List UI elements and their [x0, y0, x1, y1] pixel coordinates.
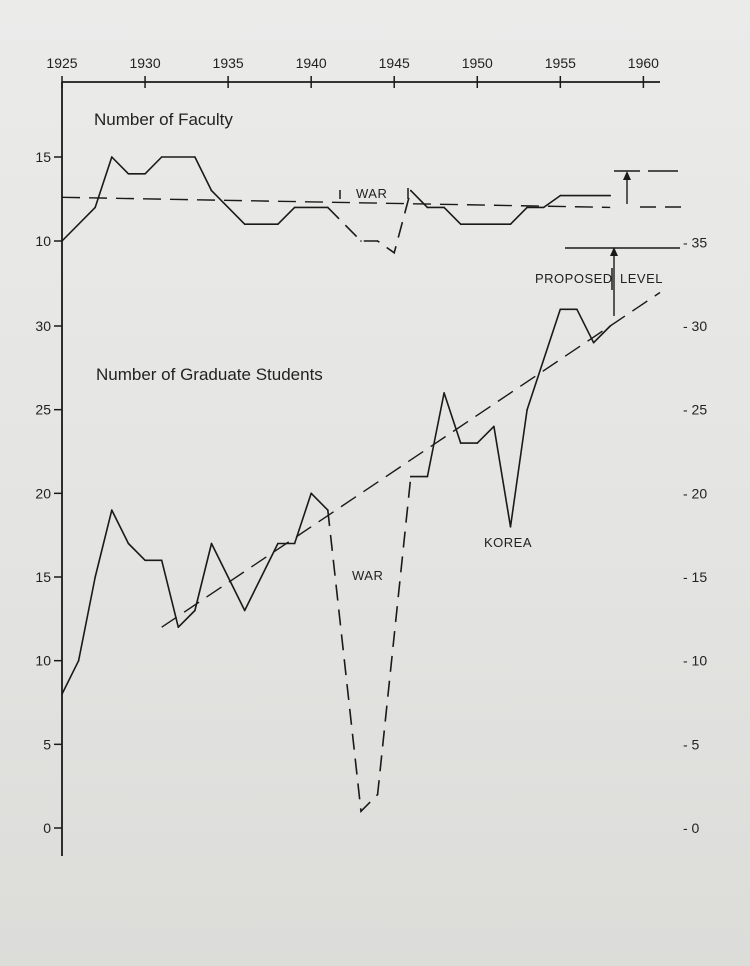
faculty-prewar-point-3	[127, 173, 130, 175]
x-tick-label-1940: 1940	[296, 55, 327, 71]
faculty-prewar-point-7	[210, 189, 213, 192]
faculty-war-point-2	[376, 240, 379, 242]
students-prewar-point-2	[94, 576, 96, 578]
students-postwar-point-6	[509, 526, 512, 528]
students-y-tick-label-0: 0	[43, 820, 51, 836]
right-y-tick-label-0: - 0	[683, 820, 700, 836]
faculty-y-tick-label-15: 15	[35, 149, 51, 165]
faculty-postwar-point-2	[443, 206, 445, 209]
faculty-prewar-point-10	[293, 206, 296, 209]
students-postwar-point-4	[476, 442, 479, 444]
x-ticks: 1925 1930 1935 1940 1945 1950 1955 1960	[46, 55, 659, 88]
x-tick-label-1925: 1925	[46, 55, 77, 71]
faculty-postwar-point-8	[609, 194, 611, 197]
students-y-tick-label-5: 5	[43, 736, 51, 752]
students-prewar-point-12	[293, 542, 296, 545]
students-prewar-point-6	[160, 559, 163, 562]
students-y-tick-label-15: 15	[35, 569, 51, 585]
students-trend-line	[161, 291, 661, 628]
students-y-tick-label-20: 20	[35, 485, 51, 501]
right-y-tick-label-35: - 35	[683, 234, 707, 250]
x-tick-label-1950: 1950	[462, 55, 493, 71]
students-prewar-point-10	[243, 609, 246, 612]
level-label: LEVEL	[620, 271, 663, 286]
students-prewar-point-0	[61, 693, 63, 695]
students-prewar-point-9	[210, 542, 213, 545]
students-war-point-0	[327, 509, 329, 511]
students-prewar-point-8	[194, 609, 196, 612]
x-tick-label-1960: 1960	[628, 55, 659, 71]
x-tick-label-1945: 1945	[379, 55, 410, 71]
faculty-prewar-point-4	[144, 173, 146, 175]
students-line-postwar	[410, 308, 611, 528]
right-y-tick-label-20: - 20	[683, 485, 707, 501]
students-prewar-point-4	[127, 542, 130, 545]
faculty-line-prewar	[61, 156, 328, 242]
x-tick-label-1955: 1955	[545, 55, 576, 71]
students-prewar-point-13	[310, 492, 313, 495]
faculty-prewar-point-0	[61, 240, 63, 242]
annotations: WAR WAR KOREA PROPOSED LEVEL	[339, 170, 684, 583]
students-postwar-point-8	[559, 308, 562, 311]
faculty-postwar-point-5	[526, 206, 528, 209]
students-y-tick-label-25: 25	[35, 402, 51, 418]
students-war-label: WAR	[352, 568, 383, 583]
faculty-postwar-point-7	[559, 194, 562, 197]
proposed-arrowhead-students	[610, 247, 618, 256]
right-y-tick-label-5: - 5	[683, 736, 700, 752]
students-line-war	[327, 476, 412, 814]
students-y-tick-label-10: 10	[35, 653, 51, 669]
faculty-prewar-point-1	[94, 206, 96, 209]
students-title: Number of Graduate Students	[96, 365, 323, 384]
students-postwar-point-0	[410, 475, 412, 478]
faculty-trend-line	[61, 196, 611, 209]
faculty-series	[61, 156, 611, 255]
students-postwar-point-11	[609, 325, 611, 327]
students-war-point-1	[360, 810, 362, 813]
students-postwar-point-9	[576, 308, 578, 311]
faculty-prewar-point-5	[160, 156, 163, 158]
faculty-title: Number of Faculty	[94, 110, 233, 129]
right-y-tick-label-25: - 25	[683, 402, 707, 418]
faculty-war-point-3	[393, 252, 396, 254]
faculty-war-point-0	[327, 206, 329, 209]
faculty-war-label: WAR	[356, 186, 387, 201]
students-series	[61, 291, 661, 814]
students-prewar-point-7	[177, 626, 180, 628]
students-war-point-2	[376, 793, 379, 796]
faculty-postwar-point-4	[509, 223, 512, 225]
faculty-prewar-point-8	[243, 223, 246, 225]
right-y-tick-label-30: - 30	[683, 318, 707, 334]
students-postwar-point-5	[493, 425, 495, 428]
faculty-postwar-point-3	[459, 223, 462, 225]
students-postwar-point-1	[426, 475, 429, 478]
proposed-arrowhead-faculty	[623, 171, 631, 180]
students-postwar-point-3	[459, 442, 462, 444]
students-postwar-point-2	[443, 392, 445, 394]
students-prewar-point-5	[144, 559, 146, 562]
students-y-tick-label-30: 30	[35, 318, 51, 334]
proposed-label: PROPOSED	[535, 271, 613, 286]
faculty-postwar-point-0	[410, 189, 412, 192]
right-y-tick-label-10: - 10	[683, 653, 707, 669]
x-tick-label-1935: 1935	[213, 55, 244, 71]
right-y-tick-label-15: - 15	[683, 569, 707, 585]
korea-label: KOREA	[484, 535, 532, 550]
faculty-y-tick-label-10: 10	[35, 233, 51, 249]
students-line-prewar	[61, 492, 329, 695]
students-postwar-point-7	[526, 408, 528, 411]
faculty-war-point-1	[360, 240, 362, 242]
students-prewar-point-11	[277, 542, 279, 545]
faculty-postwar-point-1	[426, 206, 429, 209]
x-tick-label-1930: 1930	[129, 55, 160, 71]
faculty-prewar-point-6	[194, 156, 196, 158]
faculty-prewar-point-9	[277, 223, 279, 225]
faculty-postwar-point-6	[542, 206, 545, 209]
y-ticks: 15 10 30 25 20 15 10 5 0 - 35 - 30 - 25 - 20 - 15 - 10…	[35, 149, 707, 836]
students-postwar-point-10	[592, 341, 595, 344]
faculty-prewar-point-2	[111, 156, 113, 158]
students-prewar-point-3	[111, 509, 113, 511]
students-prewar-point-1	[77, 659, 80, 662]
